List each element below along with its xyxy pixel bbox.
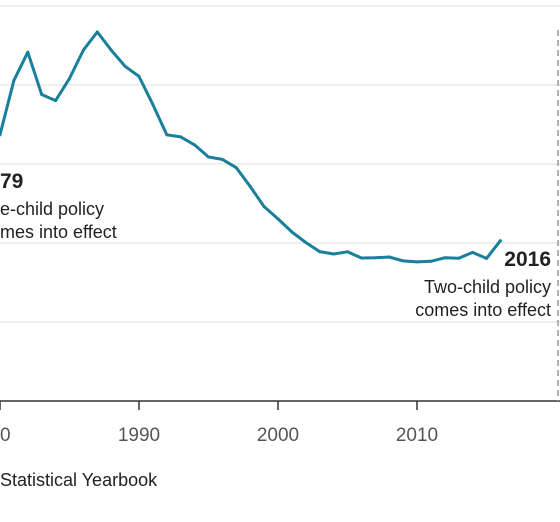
series-point	[81, 48, 85, 52]
series-point	[40, 93, 44, 96]
annotation-one-child-policy: 79 e-child policy mes into effect	[0, 170, 117, 242]
x-tick-label: 0	[0, 425, 11, 446]
series-point	[179, 135, 183, 139]
series-point	[318, 250, 322, 254]
annotation-1979-line-1: e-child policy	[0, 199, 104, 219]
series-point	[471, 250, 475, 254]
x-tick-label: 1990	[118, 425, 160, 446]
series-point	[234, 166, 238, 170]
annotation-1979-year: 79	[0, 170, 23, 193]
series-point	[401, 259, 405, 263]
annotation-2016-line-2: comes into effect	[415, 300, 551, 320]
series-points	[0, 30, 502, 264]
series-point	[95, 30, 99, 34]
series-point	[276, 217, 280, 221]
series-point	[54, 99, 58, 103]
series-point	[498, 239, 502, 243]
series-point	[26, 50, 30, 54]
series-point	[109, 48, 113, 52]
series-point	[429, 259, 433, 263]
series-point	[415, 260, 419, 264]
series-point	[0, 133, 2, 137]
series-point	[123, 64, 127, 68]
gridlines	[0, 5, 560, 323]
x-tick-label: 2000	[257, 425, 299, 446]
series-point	[248, 185, 252, 188]
series-point	[151, 103, 155, 107]
series-point	[332, 252, 336, 256]
series-point	[290, 230, 294, 234]
series-point	[220, 157, 224, 161]
series-point	[68, 76, 71, 80]
series-point	[12, 78, 16, 82]
series-point	[346, 250, 349, 254]
series-point	[304, 241, 308, 244]
annotation-1979-line-2: mes into effect	[0, 222, 117, 242]
series-point	[457, 256, 461, 260]
series-point	[165, 133, 169, 137]
x-axis-ticks: 0 1990 2000 2010	[0, 401, 438, 446]
series-point	[207, 155, 210, 159]
series-point	[485, 256, 488, 260]
series-point	[387, 255, 391, 259]
series-point	[137, 74, 141, 78]
series-point	[373, 256, 377, 260]
x-tick-label: 2010	[396, 425, 438, 446]
annotation-two-child-policy: 2016 Two-child policy comes into effect	[415, 248, 551, 320]
annotation-2016-line-1: Two-child policy	[424, 277, 551, 297]
series-point	[262, 205, 266, 209]
series-point	[443, 256, 447, 260]
series-point	[359, 256, 363, 260]
annotation-2016-year: 2016	[504, 248, 551, 271]
series-point	[193, 143, 197, 147]
source-note: Statistical Yearbook	[0, 470, 158, 490]
